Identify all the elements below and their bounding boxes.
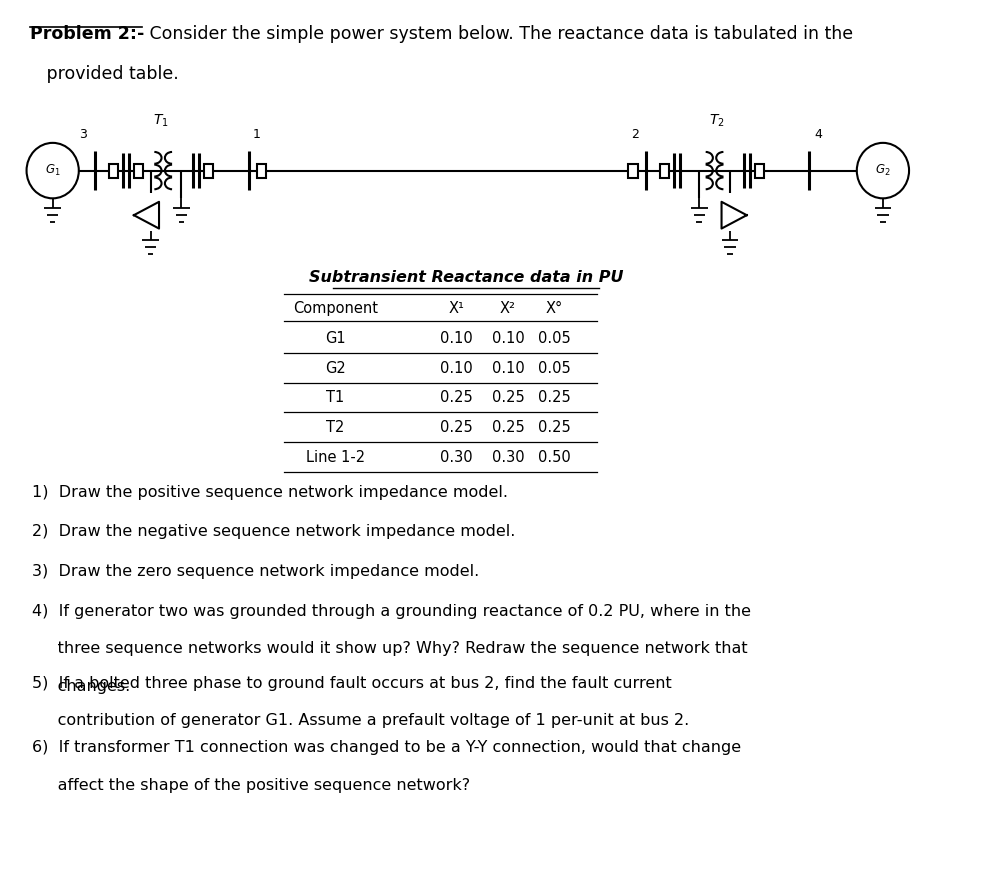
Text: 0.50: 0.50 <box>539 450 571 465</box>
Text: X²: X² <box>500 301 516 316</box>
Text: X°: X° <box>545 301 563 316</box>
Bar <box>109 163 118 178</box>
Text: 0.10: 0.10 <box>492 361 525 376</box>
Text: 0.30: 0.30 <box>492 450 525 465</box>
Text: 2)  Draw the negative sequence network impedance model.: 2) Draw the negative sequence network im… <box>32 524 516 539</box>
Text: 6)  If transformer T1 connection was changed to be a Y-Y connection, would that : 6) If transformer T1 connection was chan… <box>32 740 742 755</box>
Text: three sequence networks would it show up? Why? Redraw the sequence network that: three sequence networks would it show up… <box>32 641 747 656</box>
Bar <box>204 163 213 178</box>
Text: 3: 3 <box>79 128 87 141</box>
Polygon shape <box>722 202 746 229</box>
Polygon shape <box>134 202 159 229</box>
Text: $T_1$: $T_1$ <box>153 113 168 129</box>
Text: 3)  Draw the zero sequence network impedance model.: 3) Draw the zero sequence network impeda… <box>32 563 479 579</box>
Text: G1: G1 <box>325 331 346 346</box>
Text: 4)  If generator two was grounded through a grounding reactance of 0.2 PU, where: 4) If generator two was grounded through… <box>32 604 751 619</box>
Circle shape <box>27 143 79 198</box>
Text: 0.25: 0.25 <box>441 390 473 405</box>
Text: 0.05: 0.05 <box>539 361 571 376</box>
Text: provided table.: provided table. <box>31 64 179 82</box>
Text: 0.25: 0.25 <box>539 390 571 405</box>
Text: contribution of generator G1. Assume a prefault voltage of 1 per-unit at bus 2.: contribution of generator G1. Assume a p… <box>32 714 689 729</box>
Text: changes.: changes. <box>32 679 131 694</box>
Text: Consider the simple power system below. The reactance data is tabulated in the: Consider the simple power system below. … <box>145 25 853 43</box>
Text: 0.10: 0.10 <box>441 331 473 346</box>
Text: 2: 2 <box>631 128 639 141</box>
Text: affect the shape of the positive sequence network?: affect the shape of the positive sequenc… <box>32 778 470 793</box>
Text: Component: Component <box>293 301 378 316</box>
Text: G2: G2 <box>325 361 346 376</box>
Circle shape <box>856 143 909 198</box>
Text: 0.10: 0.10 <box>441 361 473 376</box>
Text: Problem 2:-: Problem 2:- <box>31 25 145 43</box>
Bar <box>629 163 638 178</box>
Bar <box>660 163 669 178</box>
Text: 5)  If a bolted three phase to ground fault occurs at bus 2, find the fault curr: 5) If a bolted three phase to ground fau… <box>32 676 672 691</box>
Text: 0.05: 0.05 <box>539 331 571 346</box>
Bar <box>755 163 764 178</box>
Text: 0.25: 0.25 <box>539 420 571 435</box>
Text: X¹: X¹ <box>448 301 464 316</box>
Text: 0.25: 0.25 <box>441 420 473 435</box>
Bar <box>134 163 144 178</box>
Text: 0.25: 0.25 <box>492 420 525 435</box>
Text: 1)  Draw the positive sequence network impedance model.: 1) Draw the positive sequence network im… <box>32 485 508 500</box>
Text: 0.30: 0.30 <box>441 450 473 465</box>
Text: $T_2$: $T_2$ <box>709 113 725 129</box>
Text: $G_2$: $G_2$ <box>875 163 891 178</box>
Text: 4: 4 <box>814 128 822 141</box>
Bar <box>257 163 266 178</box>
Text: Subtransient Reactance data in PU: Subtransient Reactance data in PU <box>309 270 623 285</box>
Text: $G_1$: $G_1$ <box>45 163 60 178</box>
Text: 0.25: 0.25 <box>492 390 525 405</box>
Text: T1: T1 <box>327 390 345 405</box>
Text: T2: T2 <box>326 420 345 435</box>
Text: 1: 1 <box>252 128 260 141</box>
Text: Line 1-2: Line 1-2 <box>306 450 365 465</box>
Text: 0.10: 0.10 <box>492 331 525 346</box>
